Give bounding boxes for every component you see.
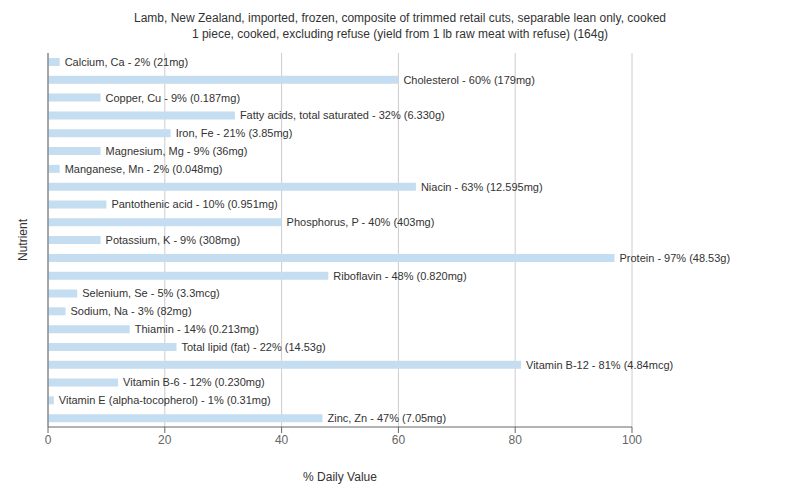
html-text:1 piece, cooked, excluding ref: 1 piece, cooked, excluding refuse (yield… — [191, 27, 609, 41]
svg-text:60: 60 — [392, 433, 406, 447]
svg-text:Vitamin E (alpha-tocopherol) -: Vitamin E (alpha-tocopherol) - 1% (0.31m… — [59, 394, 271, 406]
svg-text:80: 80 — [509, 433, 523, 447]
svg-text:Phosphorus, P - 40% (403mg): Phosphorus, P - 40% (403mg) — [287, 216, 435, 228]
svg-text:Niacin - 63% (12.595mg): Niacin - 63% (12.595mg) — [421, 181, 543, 193]
svg-text:40: 40 — [275, 433, 289, 447]
svg-text:Vitamin B-12 - 81% (4.84mcg): Vitamin B-12 - 81% (4.84mcg) — [526, 359, 673, 371]
svg-text:Nutrient: Nutrient — [16, 218, 30, 261]
svg-text:Fatty acids, total saturated -: Fatty acids, total saturated - 32% (6.33… — [240, 109, 445, 121]
svg-text:Thiamin - 14% (0.213mg): Thiamin - 14% (0.213mg) — [135, 323, 259, 335]
svg-text:Riboflavin - 48% (0.820mg): Riboflavin - 48% (0.820mg) — [333, 270, 466, 282]
svg-text:Iron, Fe - 21% (3.85mg): Iron, Fe - 21% (3.85mg) — [176, 127, 293, 139]
svg-text:Copper, Cu - 9% (0.187mg): Copper, Cu - 9% (0.187mg) — [106, 92, 241, 104]
html-text:Lamb, New Zealand, imported, f: Lamb, New Zealand, imported, frozen, com… — [134, 11, 666, 25]
svg-text:Sodium, Na - 3% (82mg): Sodium, Na - 3% (82mg) — [71, 305, 192, 317]
svg-text:Potassium, K - 9% (308mg): Potassium, K - 9% (308mg) — [106, 234, 241, 246]
svg-text:Manganese, Mn - 2% (0.048mg): Manganese, Mn - 2% (0.048mg) — [65, 163, 223, 175]
svg-text:100: 100 — [622, 433, 642, 447]
svg-text:Zinc, Zn - 47% (7.05mg): Zinc, Zn - 47% (7.05mg) — [327, 412, 446, 424]
svg-text:Cholesterol - 60% (179mg): Cholesterol - 60% (179mg) — [403, 74, 534, 86]
svg-text:Pantothenic acid - 10% (0.951m: Pantothenic acid - 10% (0.951mg) — [111, 198, 277, 210]
svg-text:0: 0 — [45, 433, 52, 447]
svg-text:% Daily Value: % Daily Value — [303, 470, 377, 484]
svg-text:Total lipid (fat) - 22% (14.53: Total lipid (fat) - 22% (14.53g) — [181, 341, 325, 353]
svg-text:Calcium, Ca - 2% (21mg): Calcium, Ca - 2% (21mg) — [65, 56, 188, 68]
svg-text:Protein - 97% (48.53g): Protein - 97% (48.53g) — [619, 252, 730, 264]
svg-text:Magnesium, Mg - 9% (36mg): Magnesium, Mg - 9% (36mg) — [106, 145, 248, 157]
svg-text:Selenium, Se - 5% (3.3mcg): Selenium, Se - 5% (3.3mcg) — [82, 287, 220, 299]
svg-text:20: 20 — [158, 433, 172, 447]
svg-text:Vitamin B-6 - 12% (0.230mg): Vitamin B-6 - 12% (0.230mg) — [123, 376, 265, 388]
